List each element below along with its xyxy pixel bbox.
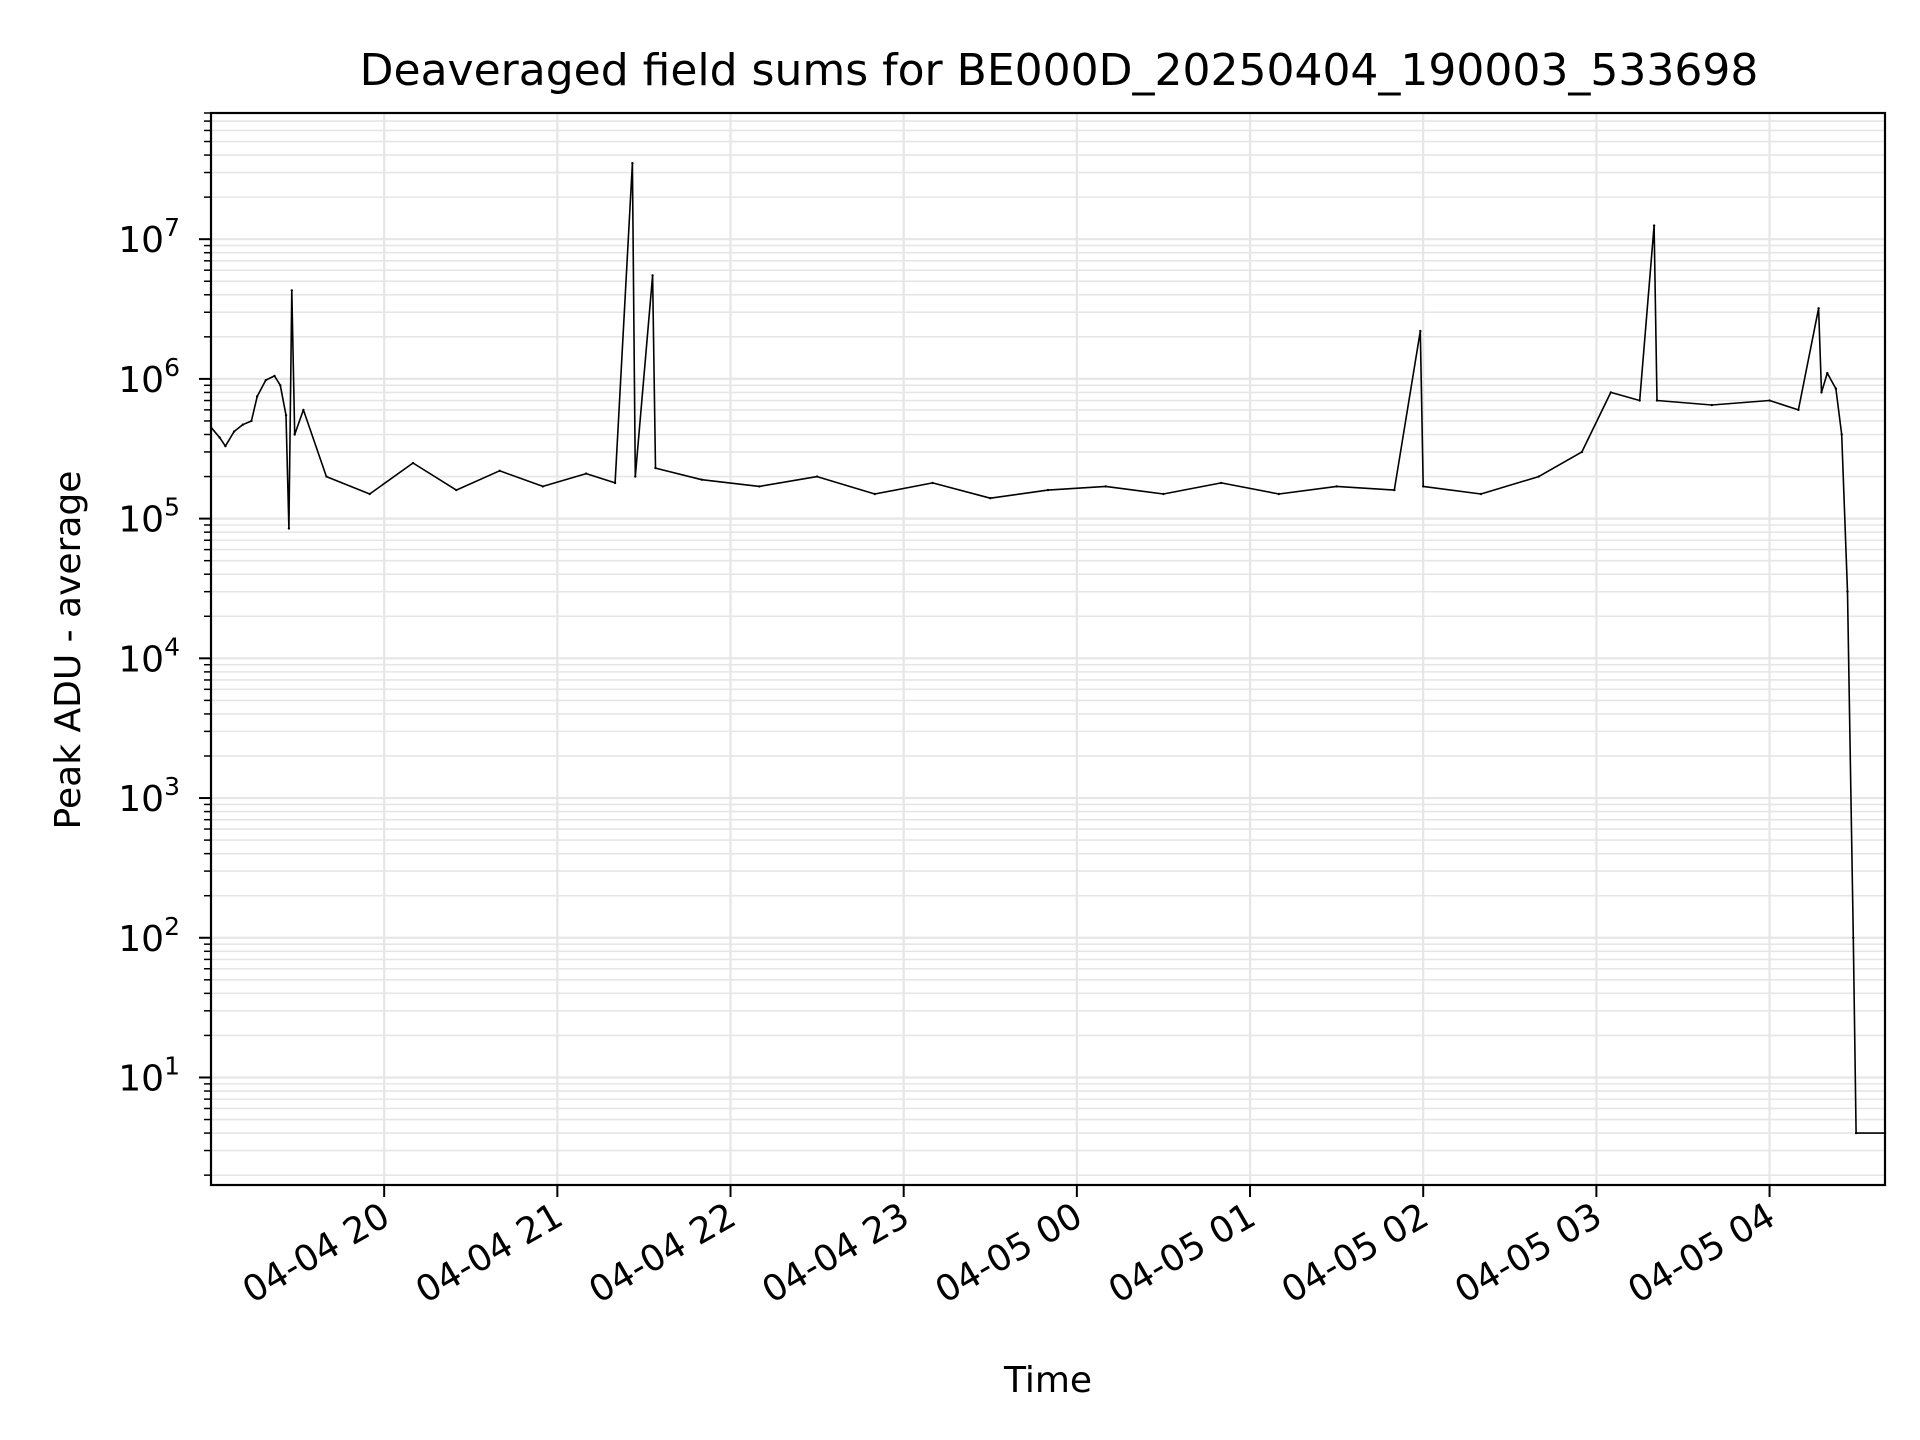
grid (211, 112, 1885, 1185)
data-point (1820, 391, 1823, 394)
data-point (290, 289, 294, 292)
data-point (1846, 590, 1849, 593)
data-point (224, 444, 227, 448)
y-tick-label: 104 (118, 632, 180, 680)
data-point (279, 384, 282, 387)
data-point (455, 488, 458, 492)
chart-title: Deaveraged field sums for BE000D_2025040… (360, 45, 1759, 96)
data-point (1852, 936, 1855, 939)
data-point (1277, 492, 1281, 496)
data-point (1537, 475, 1540, 478)
data-point (651, 274, 654, 277)
data-point (989, 496, 992, 500)
data-point (585, 472, 588, 475)
data-point (873, 492, 877, 496)
data-point (293, 433, 296, 436)
data-point (815, 475, 819, 478)
data-point (325, 475, 328, 478)
data-point (368, 492, 371, 496)
ticks (199, 112, 1771, 1197)
data-point (1609, 391, 1613, 394)
data-point (284, 413, 288, 417)
data-point (700, 478, 703, 481)
data-point (1797, 408, 1800, 412)
data-point (654, 466, 657, 470)
data-point (1768, 399, 1771, 402)
data-point (1840, 433, 1843, 436)
data-point (498, 469, 501, 472)
data-point (1854, 1131, 1858, 1135)
plot-frame (209, 111, 1887, 1187)
data-point (264, 378, 268, 382)
data-point (541, 485, 545, 488)
data-point (1422, 485, 1425, 488)
y-tick-label: 105 (118, 493, 180, 541)
y-tick-label: 102 (118, 912, 180, 960)
data-point (613, 481, 617, 485)
data-point (273, 374, 276, 378)
x-axis-label: Time (1003, 1360, 1092, 1401)
data-point (1046, 488, 1050, 492)
data-point (411, 461, 415, 465)
data-point (1826, 371, 1829, 375)
y-tick-label: 106 (118, 353, 180, 401)
data-point (1580, 450, 1584, 454)
y-tick-label: 103 (118, 772, 180, 820)
data-point (287, 527, 291, 530)
data-point (1219, 481, 1223, 485)
data-point (218, 436, 221, 439)
data-point (1479, 492, 1483, 496)
data-point (1652, 224, 1656, 227)
data-point (1162, 492, 1165, 496)
data-point (631, 161, 634, 165)
data-point (758, 485, 761, 488)
y-tick-label: 101 (118, 1051, 180, 1099)
data-point (1655, 399, 1659, 402)
data-point (1710, 403, 1714, 407)
data-point (931, 481, 934, 485)
data-point (1817, 307, 1820, 310)
data-point (1335, 485, 1338, 488)
data-point (1393, 488, 1396, 492)
data-point (302, 408, 305, 412)
data-point (232, 430, 236, 433)
data-point (250, 419, 253, 423)
data-point (1104, 485, 1107, 488)
series-layer (209, 161, 1887, 1135)
data-point (1638, 399, 1641, 402)
data-point (241, 423, 244, 426)
y-axis-label: Peak ADU - average (48, 471, 89, 830)
data-point (1834, 387, 1838, 390)
y-tick-label: 107 (118, 213, 180, 261)
data-point (634, 475, 637, 478)
data-point (1419, 329, 1422, 333)
data-point (255, 395, 259, 398)
